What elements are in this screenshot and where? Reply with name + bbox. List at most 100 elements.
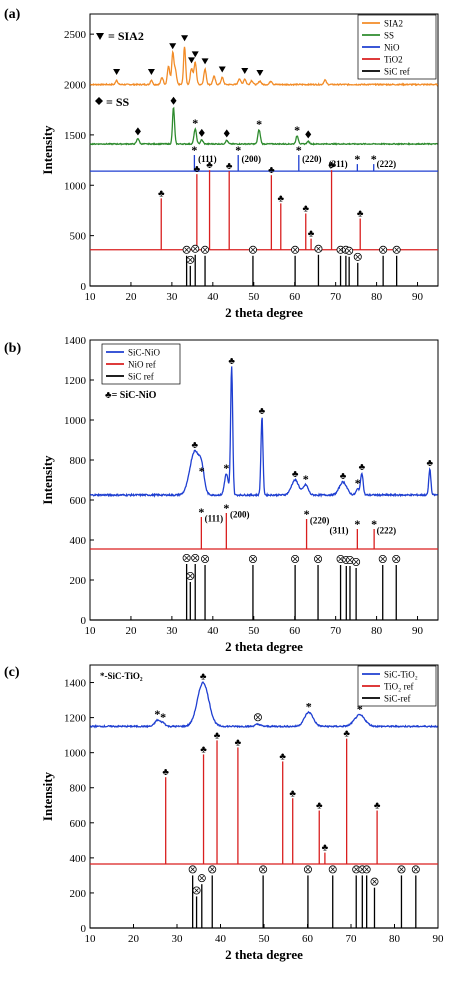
x-tick-label: 40 (215, 933, 227, 945)
svg-text:*: * (354, 517, 360, 531)
miller-index-label: (220) (302, 154, 322, 164)
x-tick-label: 50 (248, 625, 260, 637)
miller-index-label: (200) (241, 154, 261, 164)
y-tick-label: 600 (70, 818, 87, 830)
peak-marker: * (235, 143, 241, 157)
x-tick-label: 80 (371, 625, 383, 637)
y-tick-label: 1200 (64, 375, 87, 387)
svg-text:♣: ♣ (214, 730, 221, 741)
miller-index-label: (220) (310, 516, 330, 526)
series-sic-ref (90, 244, 438, 287)
legend-label: TiO₂ ref (384, 682, 414, 692)
peak-marker: * (294, 123, 300, 137)
peak-marker: ♣ (316, 801, 323, 812)
peak-marker: ♣ (302, 203, 309, 214)
svg-text:♣: ♣ (427, 458, 434, 469)
svg-text:*: * (154, 707, 160, 721)
y-tick-label: 500 (70, 231, 87, 243)
peak-marker: * (223, 461, 229, 475)
peak-marker: ♣ (158, 188, 165, 199)
peak-marker: ♣ (278, 193, 285, 204)
y-tick-label: 0 (81, 281, 87, 293)
peak-marker (191, 51, 199, 58)
x-tick-label: 70 (330, 625, 342, 637)
peak-marker (198, 128, 205, 137)
y-tick-label: 0 (81, 923, 87, 935)
peak-marker: * (303, 472, 309, 486)
peak-marker (182, 554, 191, 563)
miller-index-label: (111) (205, 514, 224, 524)
x-tick-label: 50 (248, 291, 260, 303)
legend-item: NiO ref (106, 360, 156, 370)
peak-marker (218, 66, 226, 73)
y-axis: 0 200 400 600 800 1000 1200 1400 (64, 335, 94, 627)
svg-text:♣: ♣ (357, 209, 364, 220)
svg-text:♣: ♣ (268, 165, 275, 176)
svg-text:♣: ♣ (259, 406, 266, 417)
legend-item: SIA2 (362, 19, 403, 29)
miller-index-label: (311) (330, 526, 349, 536)
series-tio2: ♣ ♣ ♣ ♣ ♣ ♣ ♣ ♣ ♣ ♣ (90, 160, 438, 251)
panel-label: (b) (4, 341, 21, 356)
peak-marker (392, 555, 401, 564)
x-tick-label: 20 (128, 933, 140, 945)
svg-text:*: * (304, 507, 310, 521)
peak-marker (352, 558, 361, 567)
x-axis-label: 2 theta degree (225, 947, 303, 962)
series-ss: * * * (89, 96, 438, 146)
annotation-text: *-SiC-TiO₂ (100, 671, 143, 681)
y-tick-label: 1000 (64, 748, 87, 760)
peak-marker: * (192, 116, 198, 130)
annotation-sia2: = SIA2 (96, 29, 144, 43)
x-tick-label: 60 (289, 291, 301, 303)
series-sic-ref (90, 865, 438, 929)
y-tick-label: 800 (70, 783, 87, 795)
peak-marker (328, 865, 337, 874)
peak-marker (291, 555, 300, 564)
legend-label: SiC ref (128, 372, 154, 382)
peak-marker: ♣ (427, 458, 434, 469)
peak-marker (291, 245, 300, 254)
peak-marker: * (154, 707, 160, 721)
legend-label: NiO (384, 43, 400, 53)
svg-text:♣: ♣ (328, 160, 335, 171)
peak-marker (197, 874, 206, 883)
svg-text:*: * (160, 710, 166, 724)
y-axis-label: Intensity (40, 455, 55, 505)
peak-marker: ♣ (214, 730, 221, 741)
svg-text:*: * (371, 152, 377, 166)
x-tick-label: 10 (85, 291, 97, 303)
x-tick-label: 70 (330, 291, 342, 303)
y-tick-label: 1400 (64, 335, 87, 347)
peak-marker (314, 244, 323, 253)
y-tick-label: 0 (81, 615, 87, 627)
y-axis: 0 500 1000 1500 2000 2500 (64, 29, 94, 293)
x-axis-label: 2 theta degree (225, 639, 303, 654)
svg-text:♣: ♣ (200, 744, 207, 755)
series-line (89, 106, 438, 146)
x-tick-label: 80 (389, 933, 401, 945)
peak-marker: ♣ (340, 471, 347, 482)
svg-text:*: * (357, 702, 363, 716)
y-tick-label: 1200 (64, 713, 87, 725)
miller-index-label: (311) (329, 159, 348, 169)
svg-text:♣: ♣ (192, 440, 199, 451)
miller-index-label: (222) (377, 526, 397, 536)
legend: SIA2 SS NiO TiO2 SiC ref (357, 14, 437, 80)
peak-marker: ♣ (308, 229, 315, 240)
peak-marker (379, 245, 388, 254)
legend-item: SiC-ref (362, 694, 411, 704)
svg-text:♣: ♣ (206, 160, 213, 171)
legend-label: SiC-TiO₂ (384, 670, 418, 680)
series-tio2-ref: ♣ ♣ ♣ ♣ ♣ ♣ ♣ ♣ ♣ ♣ (90, 729, 438, 865)
svg-text:*: * (199, 464, 205, 478)
peak-marker: * (199, 464, 205, 478)
x-axis: 10 20 30 40 50 60 70 80 90 (85, 282, 424, 303)
legend-item: SiC-NiO (106, 348, 161, 358)
svg-text:*: * (354, 152, 360, 166)
panel-label: (a) (4, 7, 21, 22)
peak-marker (182, 245, 191, 254)
legend-item: TiO₂ ref (362, 682, 414, 692)
x-tick-label: 80 (371, 291, 383, 303)
